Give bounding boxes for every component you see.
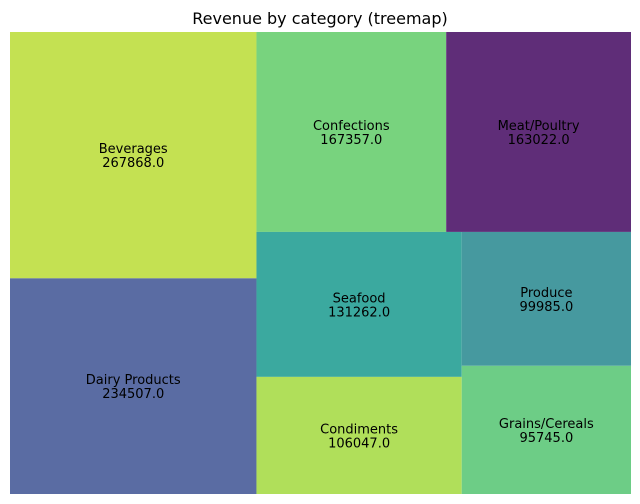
tile-name-meat-poultry: Meat/Poultry <box>498 119 580 134</box>
tile-name-dairy-products: Dairy Products <box>86 373 181 388</box>
tile-dairy-products <box>10 278 257 494</box>
tile-value-grains-cereals: 95745.0 <box>519 431 573 446</box>
tile-value-condiments: 106047.0 <box>328 436 390 451</box>
tile-produce <box>461 231 631 366</box>
tile-confections <box>256 32 447 232</box>
tile-name-beverages: Beverages <box>99 142 168 157</box>
tile-value-confections: 167357.0 <box>320 133 382 148</box>
tile-beverages <box>10 32 257 279</box>
tile-grains-cereals <box>461 365 631 494</box>
tile-value-beverages: 267868.0 <box>102 156 164 171</box>
tile-name-seafood: Seafood <box>333 291 386 306</box>
tile-name-confections: Confections <box>313 119 390 134</box>
tile-value-produce: 99985.0 <box>519 300 573 315</box>
tile-name-condiments: Condiments <box>320 422 398 437</box>
chart-title: Revenue by category (treemap) <box>192 9 448 28</box>
tile-name-grains-cereals: Grains/Cereals <box>499 417 594 432</box>
tile-name-produce: Produce <box>520 286 572 301</box>
tile-condiments <box>256 376 462 494</box>
tile-value-dairy-products: 234507.0 <box>102 387 164 402</box>
tile-seafood <box>256 231 462 377</box>
tile-value-seafood: 131262.0 <box>328 305 390 320</box>
tile-meat-poultry <box>446 32 631 232</box>
tile-value-meat-poultry: 163022.0 <box>508 133 570 148</box>
